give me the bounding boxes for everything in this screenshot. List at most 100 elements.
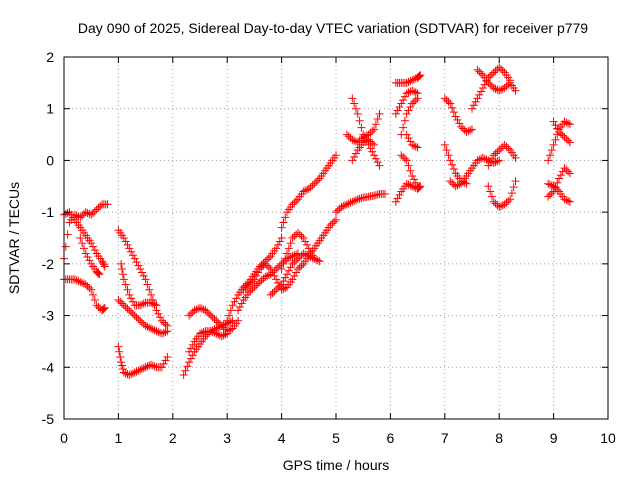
data-point: [502, 198, 511, 207]
series-s11: [185, 327, 232, 356]
series-s15: [239, 215, 340, 294]
y-tick-label: -3: [42, 308, 55, 324]
data-point: [208, 313, 217, 322]
data-point: [306, 183, 315, 192]
data-point: [440, 140, 449, 149]
data-point: [257, 263, 266, 272]
data-point: [96, 202, 105, 211]
data-point: [243, 282, 252, 291]
data-point: [117, 358, 126, 367]
data-point: [315, 257, 324, 266]
data-point: [487, 192, 496, 201]
data-point: [290, 198, 299, 207]
data-point: [480, 154, 489, 163]
data-point: [89, 209, 98, 218]
data-point: [551, 183, 560, 192]
data-point: [272, 275, 281, 284]
series-s36: [544, 179, 574, 206]
data-point: [118, 365, 127, 374]
data-point: [137, 365, 146, 374]
data-point: [339, 202, 348, 211]
data-point: [103, 200, 112, 209]
data-point: [393, 106, 402, 115]
data-point: [495, 86, 504, 95]
data-point: [132, 258, 141, 267]
x-tick-label: 0: [60, 430, 68, 446]
series-s33: [484, 140, 520, 170]
data-point: [277, 280, 286, 289]
data-point: [558, 131, 567, 140]
data-point: [89, 242, 98, 251]
data-point: [159, 318, 168, 327]
data-point: [127, 247, 136, 256]
data-point: [266, 290, 275, 299]
data-point: [444, 151, 453, 160]
data-point: [83, 282, 92, 291]
data-point: [137, 318, 146, 327]
data-point: [81, 208, 90, 217]
data-point: [74, 277, 83, 286]
series-s25: [391, 179, 425, 206]
data-point: [226, 306, 235, 315]
data-point: [556, 171, 565, 180]
data-point: [344, 199, 353, 208]
data-point: [500, 140, 509, 149]
data-point: [411, 142, 420, 151]
data-point: [183, 362, 192, 371]
chart-title: Day 090 of 2025, Sidereal Day-to-day VTE…: [78, 20, 588, 36]
data-point: [304, 244, 313, 253]
data-point: [137, 300, 146, 309]
data-point: [90, 207, 99, 216]
data-point: [98, 257, 107, 266]
data-point: [502, 82, 511, 91]
data-point: [448, 103, 457, 112]
data-point: [241, 283, 250, 292]
data-point: [78, 211, 87, 220]
data-point: [148, 325, 157, 334]
data-point: [255, 265, 264, 274]
data-point: [371, 191, 380, 200]
data-point: [555, 174, 564, 183]
data-point: [293, 254, 302, 263]
data-point: [312, 255, 321, 264]
data-point: [493, 157, 502, 166]
data-point: [457, 177, 466, 186]
data-point: [486, 80, 495, 89]
data-point: [348, 94, 357, 103]
data-point: [293, 228, 302, 237]
data-point: [87, 210, 96, 219]
data-point: [409, 97, 418, 106]
data-point: [154, 327, 163, 336]
data-point: [306, 247, 315, 256]
data-point: [399, 152, 408, 161]
data-point: [147, 324, 156, 333]
data-point: [451, 112, 460, 121]
data-point: [255, 277, 264, 286]
data-point: [152, 301, 161, 310]
data-point: [148, 299, 157, 308]
data-point: [246, 278, 255, 287]
data-point: [127, 308, 136, 317]
data-point: [368, 139, 377, 148]
data-point: [114, 342, 123, 351]
data-point: [332, 215, 340, 224]
data-point: [130, 254, 139, 263]
data-point: [116, 352, 125, 361]
data-point: [560, 117, 569, 126]
data-point: [217, 321, 226, 330]
data-point: [85, 283, 94, 292]
data-point: [272, 244, 281, 253]
data-point: [225, 318, 234, 327]
data-point: [263, 261, 272, 270]
data-point: [74, 212, 83, 221]
data-point: [279, 277, 288, 286]
data-point: [553, 178, 562, 187]
data-point: [547, 189, 556, 198]
data-point: [408, 99, 417, 108]
data-point: [332, 208, 340, 217]
data-point: [404, 180, 413, 189]
data-point: [444, 97, 453, 106]
data-point: [545, 180, 554, 189]
data-point: [130, 311, 139, 320]
data-point: [565, 120, 574, 129]
